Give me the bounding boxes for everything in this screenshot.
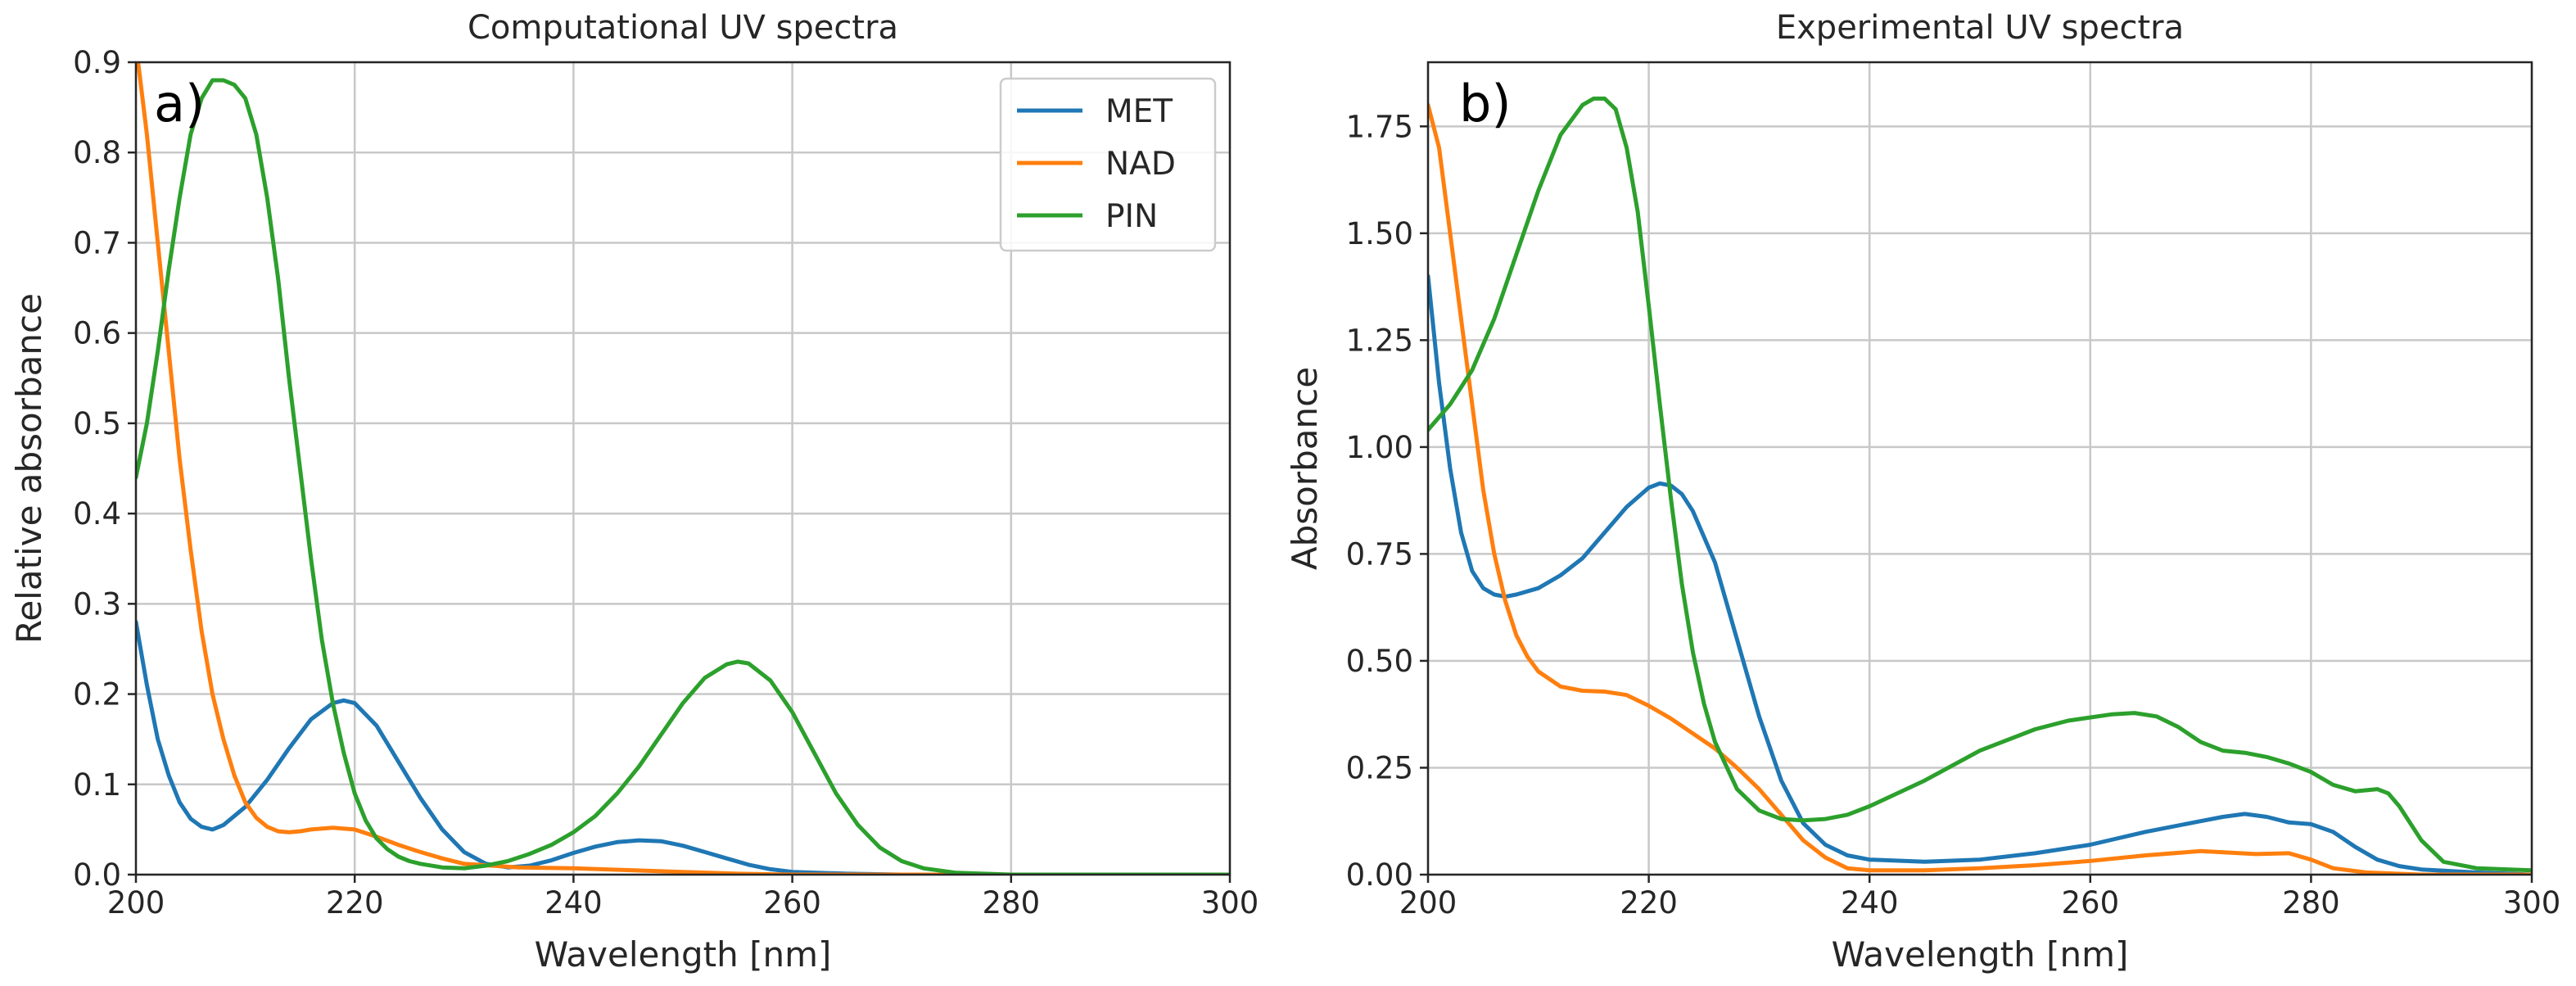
y-tick-label: 0.5 (73, 406, 121, 441)
yticks-b: 0.00 0.25 0.50 0.75 1.00 1.25 1.50 1.75 (1346, 109, 1428, 893)
x-tick-label: 260 (763, 885, 821, 920)
x-tick-label: 300 (2503, 885, 2561, 920)
legend: MET NAD PIN (999, 77, 1217, 252)
legend-label-pin: PIN (1105, 198, 1158, 235)
chart-title-a: Computational UV spectra (468, 9, 898, 47)
xticks-a: 200 220 240 260 280 300 (107, 875, 1259, 920)
legend-entry: MET (1017, 93, 1173, 130)
series-line-nad (136, 62, 1230, 875)
chart-title-b: Experimental UV spectra (1776, 9, 2184, 47)
x-tick-label: 220 (1620, 885, 1678, 920)
series-line-met (1428, 274, 2532, 875)
y-axis-label-a: Relative absorbance (9, 293, 49, 644)
chart-experimental: Experimental UV spectra 200 220 240 260 280 3… (1285, 9, 2560, 975)
x-tick-label: 200 (107, 885, 165, 920)
y-tick-label: 0.9 (73, 45, 121, 80)
y-tick-label: 0.1 (73, 767, 121, 803)
x-tick-label: 240 (545, 885, 603, 920)
plot-frame-a (134, 61, 1232, 876)
y-tick-label: 0.25 (1346, 750, 1413, 785)
legend-box (999, 77, 1217, 252)
legend-label-nad: NAD (1105, 146, 1176, 183)
series-line-pin (136, 78, 1230, 875)
y-tick-label: 0.4 (73, 496, 121, 531)
y-tick-label: 0.75 (1346, 536, 1413, 572)
x-tick-label: 200 (1399, 885, 1457, 920)
series-line-nad (1428, 102, 2532, 875)
y-tick-label: 1.00 (1346, 430, 1413, 465)
y-tick-label: 1.75 (1346, 109, 1413, 144)
panel-label-b: b) (1459, 74, 1512, 133)
x-tick-label: 260 (2061, 885, 2119, 920)
series-line-met (136, 619, 1230, 875)
y-tick-label: 1.25 (1346, 323, 1413, 358)
y-tick-label: 0.8 (73, 135, 121, 170)
series-line-pin (1428, 96, 2532, 873)
y-tick-label: 0.7 (73, 225, 121, 260)
plot-frame-b (1426, 61, 2533, 876)
x-tick-label: 220 (326, 885, 384, 920)
y-tick-label: 0.00 (1346, 857, 1413, 893)
y-tick-label: 1.50 (1346, 216, 1413, 251)
y-tick-label: 0.6 (73, 316, 121, 351)
y-tick-label: 0.0 (73, 857, 121, 893)
legend-entry: PIN (1017, 198, 1158, 235)
legend-entry: NAD (1017, 146, 1176, 183)
y-tick-label: 0.3 (73, 586, 121, 622)
x-tick-label: 280 (2282, 885, 2340, 920)
series-layer-a (136, 62, 1230, 875)
series-layer-b (1428, 96, 2532, 875)
x-tick-label: 240 (1841, 885, 1899, 920)
yticks-a: 0.0 0.1 0.2 0.3 0.4 0.5 0.6 0.7 0.8 0.9 (73, 45, 136, 893)
y-tick-label: 0.2 (73, 677, 121, 712)
legend-label-met: MET (1105, 93, 1173, 130)
y-tick-label: 0.50 (1346, 644, 1413, 679)
y-axis-label-b: Absorbance (1285, 367, 1325, 570)
x-axis-label-b: Wavelength [nm] (1832, 934, 2129, 975)
x-tick-label: 300 (1201, 885, 1259, 920)
chart-computational: Computational UV spectra 200 220 240 260 280… (9, 9, 1259, 975)
panel-label-a: a) (154, 74, 205, 133)
x-tick-label: 280 (982, 885, 1040, 920)
grid-a (134, 61, 1232, 876)
x-axis-label-a: Wavelength [nm] (535, 934, 832, 975)
xticks-b: 200 220 240 260 280 300 (1399, 875, 2561, 920)
